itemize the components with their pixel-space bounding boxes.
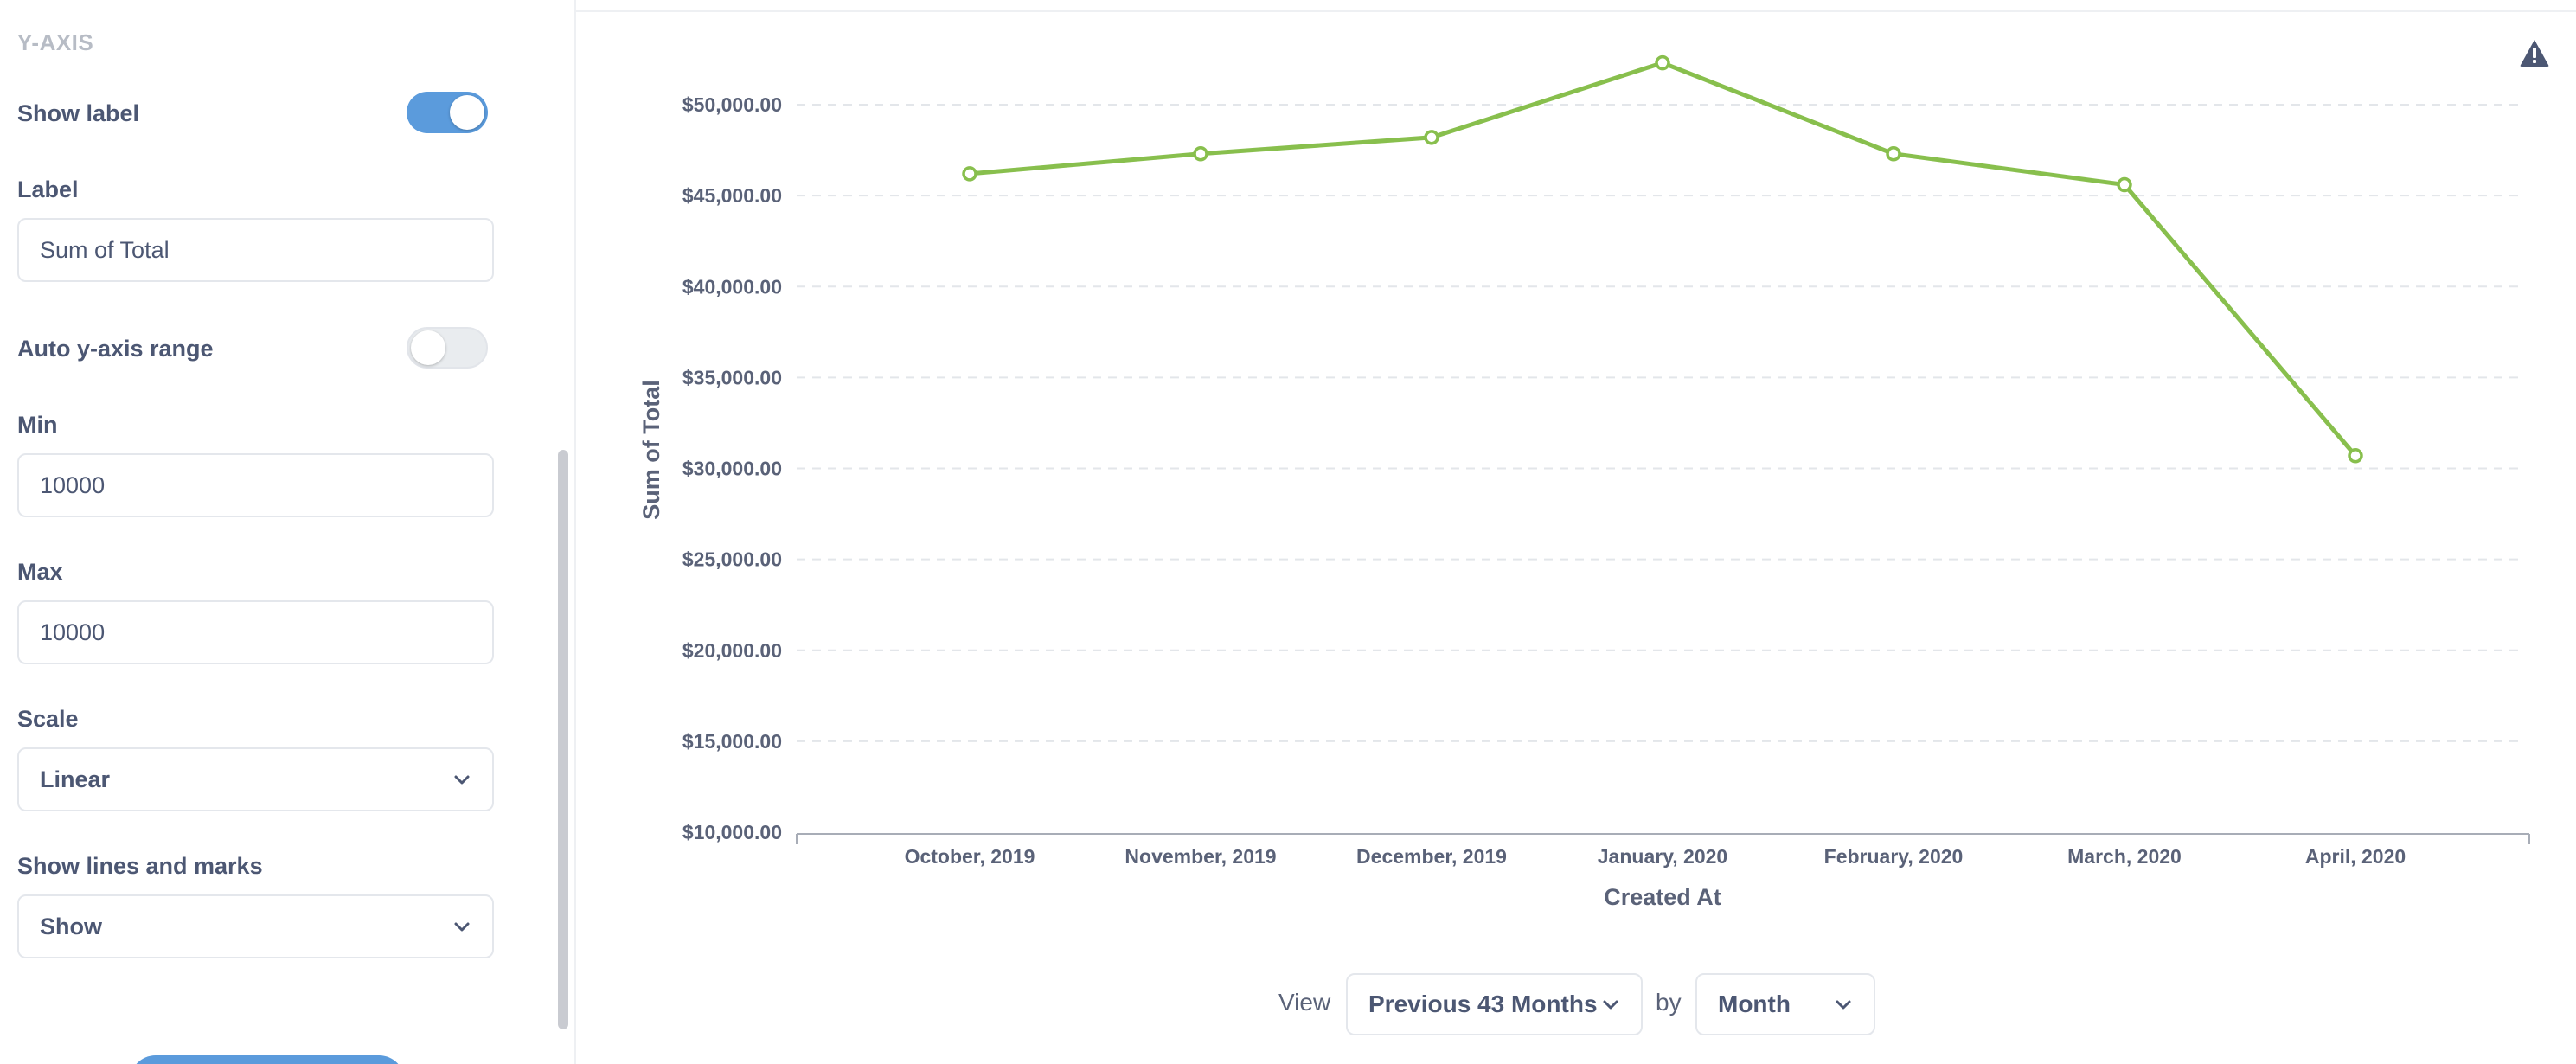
unit-select[interactable]: Month — [1695, 973, 1875, 1035]
label-input[interactable]: Sum of Total — [17, 218, 494, 282]
toggle-knob — [411, 330, 445, 365]
x-tick-label: November, 2019 — [1125, 845, 1276, 868]
data-point — [1424, 130, 1439, 145]
y-axis-title: Sum of Total — [638, 380, 664, 520]
toggle-knob — [450, 95, 484, 130]
chevron-down-icon — [1836, 1000, 1851, 1010]
period-select-value: Previous 43 Months — [1368, 990, 1598, 1017]
sidebar-divider — [574, 0, 576, 1064]
show-label-label: Show label — [17, 100, 140, 126]
y-tick-label: $30,000.00 — [682, 458, 782, 480]
auto-range-toggle[interactable] — [407, 327, 488, 369]
x-tick-label: March, 2020 — [2067, 845, 2182, 868]
auto-range-label: Auto y-axis range — [17, 336, 214, 362]
y-tick-label: $35,000.00 — [682, 366, 782, 388]
x-tick-label: January, 2020 — [1598, 845, 1727, 868]
settings-sidebar: Y-AXIS Show label Label Sum of Total Aut… — [0, 0, 552, 1064]
label-field-label: Label — [17, 176, 79, 202]
chevron-down-icon — [1603, 1000, 1618, 1010]
data-point — [1655, 54, 1670, 71]
max-label: Max — [17, 559, 63, 585]
section-title-y-axis: Y-AXIS — [17, 29, 94, 55]
scale-select-value: Linear — [40, 766, 111, 792]
chevron-down-icon — [454, 922, 470, 932]
y-tick-label: $45,000.00 — [682, 184, 782, 207]
data-point — [2348, 448, 2363, 464]
max-input[interactable]: 10000 — [17, 600, 494, 664]
top-divider — [576, 10, 2576, 12]
lines-marks-label: Show lines and marks — [17, 853, 263, 879]
warning-icon[interactable] — [2519, 38, 2550, 67]
grid-lines — [797, 104, 2522, 742]
view-label: View — [1278, 989, 1331, 1016]
scale-select[interactable]: Linear — [17, 747, 494, 811]
data-point — [962, 166, 977, 182]
by-label: by — [1656, 989, 1682, 1016]
data-point — [1886, 146, 1901, 162]
x-tick-label: April, 2020 — [2305, 845, 2406, 868]
min-label: Min — [17, 412, 58, 438]
line-chart: $10,000.00 $15,000.00 $20,000.00 $25,000.00… — [638, 54, 2530, 910]
y-tick-label: $50,000.00 — [682, 93, 782, 116]
scale-label: Scale — [17, 706, 79, 732]
y-tick-label: $10,000.00 — [682, 821, 782, 843]
x-tick-label: December, 2019 — [1356, 845, 1507, 868]
data-point — [2117, 176, 2132, 193]
x-axis-ticks: October, 2019 November, 2019 December, 201… — [796, 834, 2530, 868]
series-line — [967, 61, 2358, 458]
lines-marks-select-value: Show — [40, 913, 102, 939]
x-tick-label: February, 2020 — [1824, 845, 1964, 868]
lines-marks-select[interactable]: Show — [17, 894, 494, 958]
y-tick-label: $15,000.00 — [682, 730, 782, 753]
unit-select-value: Month — [1718, 990, 1791, 1017]
min-input[interactable]: 10000 — [17, 453, 494, 517]
y-tick-label: $20,000.00 — [682, 639, 782, 662]
chevron-down-icon — [454, 775, 470, 785]
x-tick-label: October, 2019 — [905, 845, 1035, 868]
period-select[interactable]: Previous 43 Months — [1346, 973, 1643, 1035]
series-layer — [962, 54, 2363, 464]
sidebar-scrollbar-thumb[interactable] — [558, 450, 568, 1029]
done-button[interactable] — [130, 1055, 405, 1064]
x-axis-title: Created At — [1604, 884, 1721, 910]
y-tick-label: $25,000.00 — [682, 548, 782, 571]
data-point — [1193, 146, 1208, 162]
y-axis-ticks: $10,000.00 $15,000.00 $20,000.00 $25,000.00… — [682, 93, 782, 843]
y-tick-label: $40,000.00 — [682, 275, 782, 298]
show-label-toggle[interactable] — [407, 92, 488, 133]
